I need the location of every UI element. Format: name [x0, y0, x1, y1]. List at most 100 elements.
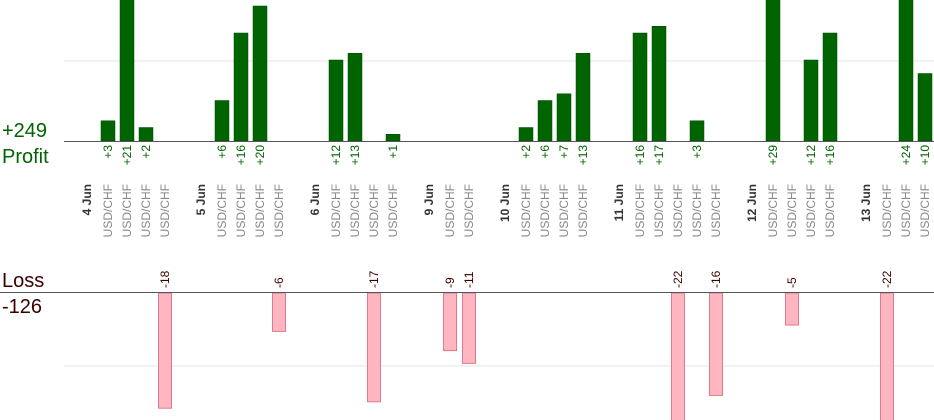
symbol-label: USD/CHF	[880, 184, 894, 237]
profit-bar	[119, 0, 135, 142]
symbol-label: USD/CHF	[652, 184, 666, 237]
date-label: 4 Jun	[80, 184, 94, 215]
profit-value-label: +20	[253, 145, 267, 166]
profit-label: Profit	[2, 146, 49, 168]
profit-value-label: +24	[899, 145, 913, 166]
profit-value-label: +13	[348, 145, 362, 166]
profit-value-label: +17	[652, 145, 666, 166]
profit-bar	[138, 127, 154, 142]
profit-bar	[233, 32, 249, 142]
symbol-label: USD/CHF	[519, 184, 533, 237]
loss-bar	[880, 292, 894, 420]
profit-bar	[651, 26, 667, 142]
symbol-label: USD/CHF	[215, 184, 229, 237]
loss-bars	[158, 292, 894, 420]
profit-bar	[328, 59, 344, 142]
date-label: 12 Jun	[745, 184, 759, 222]
symbol-label: USD/CHF	[633, 184, 647, 237]
profit-bar	[917, 73, 933, 142]
symbol-label: USD/CHF	[918, 184, 932, 237]
symbol-label: USD/CHF	[766, 184, 780, 237]
profit-total: +249	[2, 120, 47, 142]
category-labels: 4 Jun USD/CHF +3 USD/CHF +21 USD/CHF +2 USD/CHF…	[80, 145, 932, 288]
profit-bar	[100, 120, 116, 142]
loss-label: Loss	[2, 270, 44, 292]
loss-value-label: -9	[443, 277, 457, 288]
profit-bar	[518, 127, 534, 142]
loss-bar	[272, 292, 286, 332]
date-label: 6 Jun	[308, 184, 322, 215]
profit-bar	[632, 32, 648, 142]
profit-value-label: +3	[101, 145, 115, 159]
profit-value-label: +21	[120, 145, 134, 166]
profit-value-label: +16	[633, 145, 647, 166]
symbol-label: USD/CHF	[272, 184, 286, 237]
loss-bar	[443, 292, 457, 352]
loss-bar	[671, 292, 685, 420]
loss-value-label: -11	[462, 271, 476, 288]
profit-value-label: +3	[690, 145, 704, 159]
loss-value-label: -17	[367, 270, 381, 288]
symbol-label: USD/CHF	[823, 184, 837, 237]
profit-bar	[214, 100, 230, 142]
profit-bar	[537, 100, 553, 142]
symbol-label: USD/CHF	[804, 184, 818, 237]
symbol-label: USD/CHF	[120, 184, 134, 237]
loss-bar	[158, 292, 172, 409]
loss-value-label: -22	[671, 270, 685, 288]
symbol-label: USD/CHF	[462, 184, 476, 237]
profit-value-label: +6	[215, 145, 229, 159]
profit-bar	[803, 59, 819, 142]
symbol-label: USD/CHF	[690, 184, 704, 237]
profit-value-label: +1	[386, 145, 400, 159]
symbol-label: USD/CHF	[329, 184, 343, 237]
symbol-label: USD/CHF	[139, 184, 153, 237]
profit-value-label: +16	[823, 145, 837, 166]
symbol-label: USD/CHF	[671, 184, 685, 237]
profit-value-label: +7	[557, 145, 571, 159]
profit-bars	[100, 0, 933, 142]
date-label: 10 Jun	[498, 184, 512, 222]
symbol-label: USD/CHF	[367, 184, 381, 237]
profit-value-label: +12	[329, 145, 343, 166]
profit-value-label: +2	[519, 145, 533, 159]
gridlines	[64, 60, 934, 367]
loss-bar	[785, 292, 799, 326]
symbol-label: USD/CHF	[348, 184, 362, 237]
profit-bar	[898, 0, 914, 142]
symbol-label: USD/CHF	[785, 184, 799, 237]
loss-total: -126	[2, 296, 42, 318]
profit-value-label: +16	[234, 145, 248, 166]
symbol-label: USD/CHF	[234, 184, 248, 237]
symbol-label: USD/CHF	[443, 184, 457, 237]
profit-bar	[252, 5, 268, 142]
profit-bar	[385, 134, 401, 142]
symbol-label: USD/CHF	[557, 184, 571, 237]
loss-bar	[462, 292, 476, 364]
date-label: 9 Jun	[422, 184, 436, 215]
profit-value-label: +2	[139, 145, 153, 159]
date-label: 5 Jun	[194, 184, 208, 215]
profit-bar	[689, 120, 705, 142]
profit-bar	[347, 53, 363, 142]
loss-value-label: -5	[785, 277, 799, 288]
profit-value-label: +10	[918, 145, 932, 166]
profit-value-label: +6	[538, 145, 552, 159]
date-label: 13 Jun	[859, 184, 873, 222]
symbol-label: USD/CHF	[899, 184, 913, 237]
symbol-label: USD/CHF	[101, 184, 115, 237]
profit-bar	[822, 32, 838, 142]
loss-value-label: -22	[880, 270, 894, 288]
profit-bar	[575, 53, 591, 142]
symbol-label: USD/CHF	[158, 184, 172, 237]
loss-value-label: -6	[272, 277, 286, 288]
profit-bar	[765, 0, 781, 142]
profit-value-label: +29	[766, 145, 780, 166]
symbol-label: USD/CHF	[386, 184, 400, 237]
loss-value-label: -18	[158, 270, 172, 288]
loss-value-label: -16	[709, 270, 723, 288]
date-label: 11 Jun	[612, 184, 626, 221]
profit-value-label: +12	[804, 145, 818, 166]
symbol-label: USD/CHF	[538, 184, 552, 237]
